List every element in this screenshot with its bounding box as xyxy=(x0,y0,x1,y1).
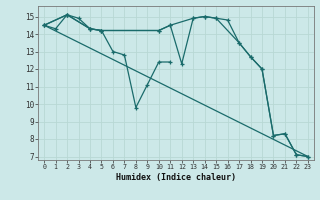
X-axis label: Humidex (Indice chaleur): Humidex (Indice chaleur) xyxy=(116,173,236,182)
